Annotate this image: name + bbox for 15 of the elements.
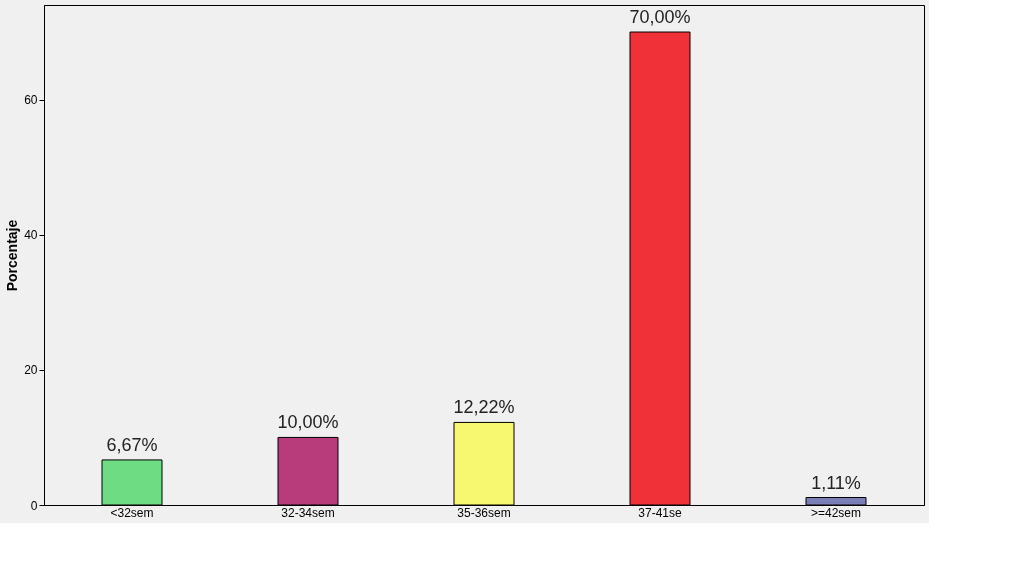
- data-label: 6,67%: [106, 434, 158, 455]
- y-axis-title: Porcentaje: [4, 219, 21, 292]
- x-tick-label: 37-41se: [638, 505, 682, 520]
- data-label: 12,22%: [453, 397, 515, 418]
- x-tick-label: >=42sem: [810, 505, 862, 520]
- data-label: 70,00%: [629, 7, 691, 28]
- x-tick-label: 32-34sem: [281, 505, 335, 520]
- x-tick-label: <32sem: [110, 505, 154, 520]
- data-label: 10,00%: [277, 412, 339, 433]
- y-tick-label: 0: [30, 498, 38, 513]
- x-tick-label: 35-36sem: [457, 505, 511, 520]
- y-tick-label: 20: [24, 363, 38, 378]
- y-tick-label: 60: [24, 93, 38, 108]
- data-label: 1,11%: [811, 472, 861, 493]
- y-tick-label: 40: [24, 228, 38, 243]
